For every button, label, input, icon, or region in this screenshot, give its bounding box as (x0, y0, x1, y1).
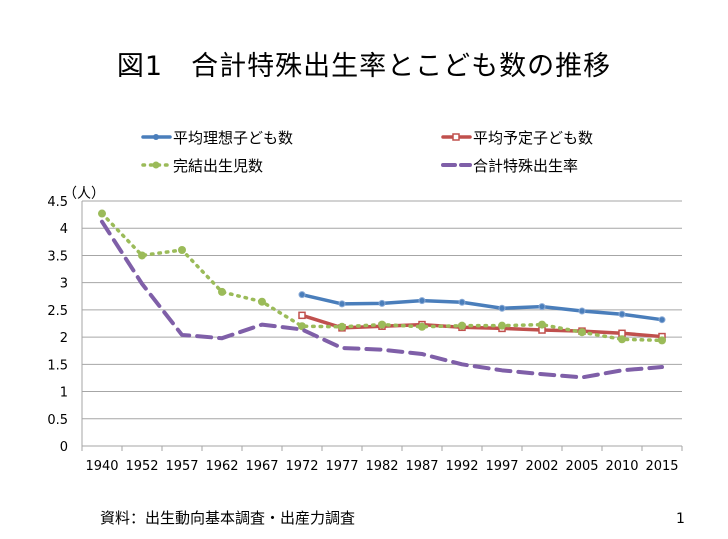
y-tick-label: 2.5 (47, 304, 68, 319)
legend-label: 平均理想子ども数 (173, 129, 293, 147)
x-tick-label: 1977 (325, 459, 358, 474)
x-tick-label: 1982 (365, 459, 398, 474)
data-point (458, 298, 466, 306)
x-tick-label: 1952 (125, 459, 158, 474)
legend-marker (152, 161, 160, 169)
page-number: 1 (676, 511, 685, 527)
data-point (378, 320, 386, 329)
y-tick-label: 4 (60, 222, 68, 237)
legend-label: 完結出生児数 (173, 157, 263, 175)
x-tick-label: 1962 (205, 459, 238, 474)
data-point (178, 246, 186, 254)
y-axis-label: （人） (63, 186, 105, 202)
x-tick-label: 1967 (245, 459, 278, 474)
y-tick-label: 1.5 (47, 358, 68, 373)
data-point (98, 209, 106, 218)
x-tick-label: 1987 (405, 459, 438, 474)
data-point (218, 287, 226, 296)
x-tick-label: 2015 (645, 459, 678, 474)
y-tick-label: 4.5 (47, 195, 68, 210)
data-point (498, 304, 506, 312)
y-tick-label: 0 (60, 440, 68, 455)
x-tick-label: 2002 (525, 459, 558, 474)
data-point (338, 322, 346, 331)
data-point (498, 321, 506, 330)
data-point (658, 336, 666, 345)
legend-label: 平均予定子ども数 (473, 129, 593, 147)
data-point (538, 320, 546, 329)
data-point (378, 299, 386, 307)
x-tick-label: 1992 (445, 459, 478, 474)
page-title: 図1 合計特殊出生率とこども数の推移 (116, 51, 612, 82)
data-point (658, 316, 666, 324)
legend-marker (452, 133, 460, 141)
data-point (578, 328, 586, 337)
data-point (298, 291, 306, 299)
x-tick-label: 1940 (85, 459, 118, 474)
legend-label: 合計特殊出生率 (473, 157, 578, 175)
legend-marker (153, 134, 159, 140)
source-note: 資料：出生動向基本調査・出産力調査 (100, 509, 356, 527)
x-tick-label: 1957 (165, 459, 198, 474)
y-tick-label: 2 (60, 331, 68, 346)
data-point (418, 297, 426, 305)
data-point (258, 297, 266, 306)
x-tick-label: 1997 (485, 459, 518, 474)
y-tick-label: 1 (60, 386, 68, 401)
data-point (618, 310, 626, 318)
x-tick-label: 2005 (565, 459, 598, 474)
series-line-4 (100, 219, 664, 380)
data-point (458, 321, 466, 330)
data-point (578, 307, 586, 315)
data-point (418, 322, 426, 331)
data-point (138, 251, 146, 260)
y-tick-label: 3.5 (47, 249, 68, 264)
series-line-1 (300, 292, 664, 322)
x-tick-label: 2010 (605, 459, 638, 474)
data-point (298, 322, 306, 331)
data-point (338, 300, 346, 308)
x-tick-label: 1972 (285, 459, 318, 474)
data-point (618, 335, 626, 344)
series-line-2 (300, 313, 664, 339)
data-point (298, 311, 306, 320)
y-tick-label: 3 (60, 277, 68, 292)
data-point (538, 303, 546, 311)
y-tick-label: 0.5 (47, 413, 68, 428)
